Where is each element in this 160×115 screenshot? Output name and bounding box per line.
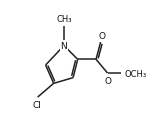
Text: N: N [61,42,67,51]
Text: CH₃: CH₃ [56,15,72,24]
Text: O: O [104,76,111,85]
Text: Cl: Cl [33,100,41,109]
Text: O: O [98,32,105,41]
Text: OCH₃: OCH₃ [124,69,146,78]
